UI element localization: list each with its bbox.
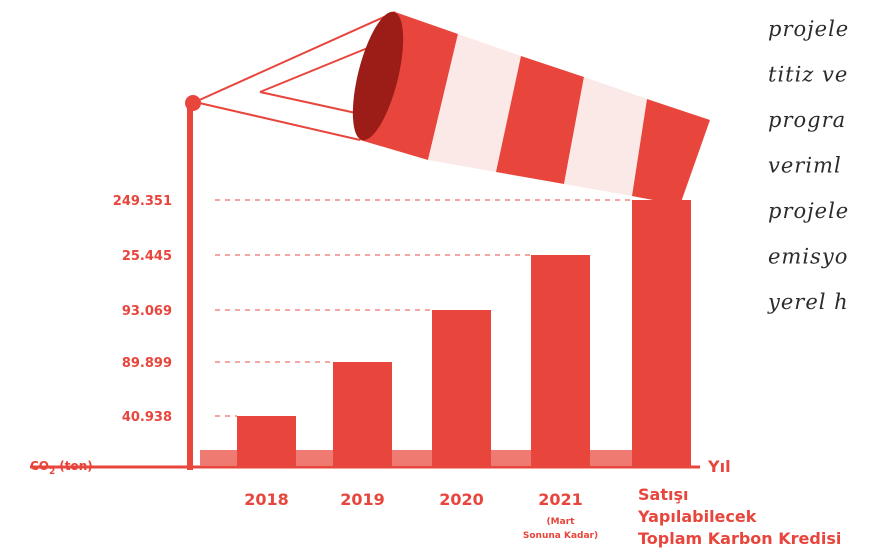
category-label: 2019 [340, 490, 385, 509]
bar [237, 416, 296, 466]
category-label: 2021 [538, 490, 583, 509]
category-label: 2020 [439, 490, 484, 509]
x-axis-label: Yıl [707, 457, 731, 476]
category-label: Toplam Karbon Kredisi [638, 529, 841, 548]
category-note: (Mart [547, 517, 576, 527]
y-axis-label: CO2 (ton) [30, 459, 93, 477]
side-text: emisyo [768, 245, 848, 269]
category-label: Satışı [638, 485, 688, 504]
y-label: 25.445 [122, 249, 172, 264]
strings [194, 11, 396, 141]
category-note: Sonuna Kadar) [523, 531, 598, 541]
side-text: progra [768, 108, 846, 132]
category-label: 2018 [244, 490, 289, 509]
side-text: titiz ve [768, 63, 848, 87]
side-text: projele [768, 17, 849, 41]
pole-top [185, 95, 201, 111]
side-text: yerel h [767, 290, 849, 314]
y-label: 40.938 [122, 410, 172, 425]
bar [432, 310, 491, 466]
y-label: 93.069 [122, 304, 172, 319]
y-label: 249.351 [113, 194, 172, 209]
bar [333, 362, 392, 466]
side-text: veriml [768, 154, 842, 178]
side-text: projele [768, 199, 849, 223]
bar [531, 255, 590, 466]
windsock [352, 11, 710, 205]
y-label: 89.899 [122, 356, 172, 371]
category-label: Yapılabilecek [637, 507, 757, 526]
bar [632, 200, 691, 466]
